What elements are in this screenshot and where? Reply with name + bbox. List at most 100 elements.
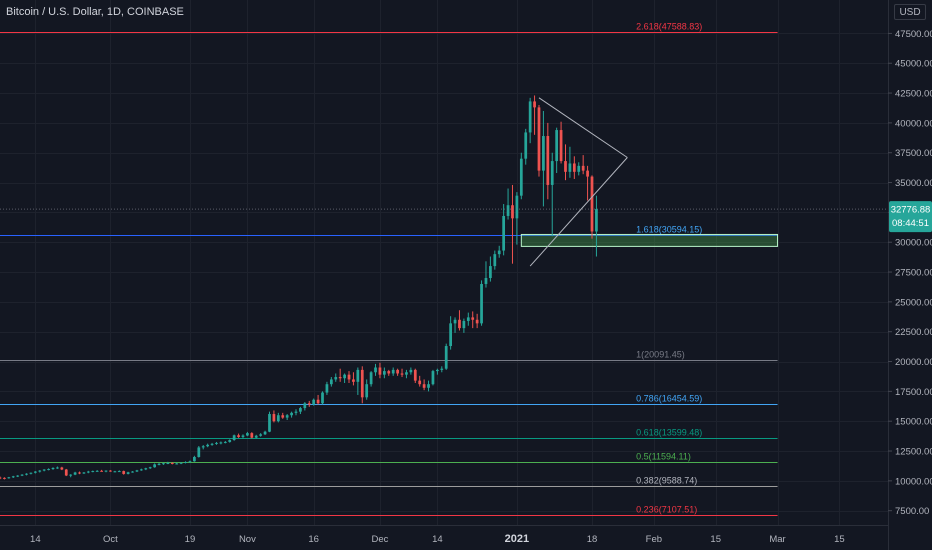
candle [250, 432, 254, 439]
candle-body [352, 379, 355, 382]
candle-body [338, 377, 342, 379]
candle-body [78, 472, 81, 474]
currency-button[interactable]: USD [894, 4, 926, 20]
candle-body [493, 254, 497, 267]
candle [480, 280, 483, 326]
candle-body [519, 158, 523, 196]
time-tick-label: 15 [710, 534, 721, 545]
support-zone[interactable] [520, 233, 779, 247]
candle [519, 152, 523, 200]
candle-body [25, 473, 28, 475]
price-tick-label: 22500.00 [895, 327, 932, 338]
candle-body [316, 399, 320, 404]
candle-body [347, 374, 351, 380]
price-tick-label: 40000.00 [895, 118, 932, 129]
candle-body [60, 467, 64, 470]
candle [82, 472, 86, 474]
candle-body [16, 475, 20, 477]
price-tick-label: 42500.00 [895, 89, 932, 100]
candle [343, 373, 346, 384]
candle [184, 461, 187, 464]
support-zone-box[interactable] [520, 233, 779, 247]
candle-body [272, 414, 276, 422]
price-tick-label: 35000.00 [895, 178, 932, 189]
candle [56, 466, 59, 469]
time-axis[interactable]: 14 Oct 19 Nov 16 Dec 14 2021 18 Feb 15 Mar 15 [0, 525, 888, 546]
candle-body [303, 403, 307, 409]
candle [493, 250, 497, 270]
time-tick-label: Dec [371, 534, 388, 545]
price-tick-label: 17500.00 [895, 387, 932, 398]
candle [78, 471, 81, 475]
time-tick-label: 15 [834, 534, 845, 545]
candle-body [184, 462, 187, 463]
candle [33, 471, 37, 474]
fib-level-label: 2.618(47588.83) [636, 22, 702, 32]
price-tick-label: 15000.00 [895, 417, 932, 428]
candle [449, 316, 452, 350]
last-price-marker: 32776.88 08:44:51 [0, 201, 932, 233]
candle [51, 467, 55, 470]
candle-body [109, 470, 112, 472]
candle [537, 105, 541, 177]
pennant-drawing[interactable] [529, 97, 628, 267]
candle-body [201, 446, 205, 448]
price-tick-label: 20000.00 [895, 357, 932, 368]
pennant-upper-line[interactable] [538, 97, 628, 158]
candle [179, 462, 183, 465]
candle [144, 467, 148, 471]
candle-body [405, 372, 408, 375]
candle [396, 368, 399, 376]
candle [153, 463, 156, 468]
candle-body [223, 441, 227, 443]
candle [206, 443, 210, 448]
time-tick-label: Mar [769, 534, 785, 545]
candle [281, 412, 285, 419]
last-price-badge [889, 201, 932, 233]
candle-body [577, 165, 581, 172]
candle [321, 391, 324, 405]
price-tick-label: 37500.00 [895, 148, 932, 159]
candle [166, 461, 170, 465]
candle-body [590, 176, 594, 232]
candle-body [219, 442, 223, 444]
candle [210, 442, 214, 446]
candle [436, 368, 439, 375]
candle-body [117, 471, 121, 473]
candlestick-series [0, 95, 598, 480]
candle-body [471, 317, 475, 320]
candle [91, 470, 95, 473]
candle-body [581, 165, 585, 171]
candle [413, 368, 417, 384]
candle-body [179, 462, 183, 464]
candle-body [511, 205, 514, 219]
candle-body [418, 380, 422, 385]
candle-body [73, 472, 77, 475]
candle [431, 369, 435, 386]
candle [131, 471, 134, 473]
pennant-lower-line[interactable] [529, 157, 628, 267]
candle-body [453, 319, 457, 324]
candle [502, 204, 506, 256]
candle [64, 468, 68, 477]
candle [360, 366, 364, 404]
candle-body [122, 471, 126, 474]
candle [290, 411, 293, 418]
candle-body [0, 477, 2, 479]
candle-body [489, 266, 492, 279]
candle-body [206, 444, 210, 447]
candle [352, 372, 355, 386]
candle [590, 175, 594, 239]
candle-body [148, 467, 152, 469]
candle [559, 121, 563, 164]
candle-body [299, 408, 302, 412]
fib-level-label: 0.382(9588.74) [636, 476, 697, 486]
price-tick-label: 30000.00 [895, 238, 932, 249]
candle-body [374, 367, 377, 373]
candle [188, 460, 192, 463]
candle [7, 476, 11, 479]
candle-body [325, 384, 329, 393]
